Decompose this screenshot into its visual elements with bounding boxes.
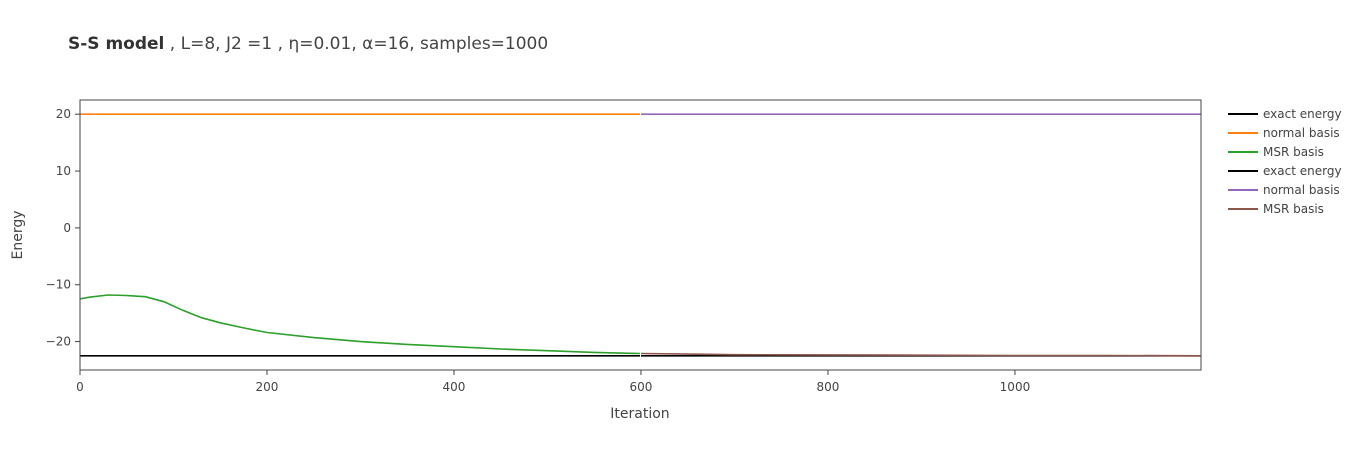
legend-label: normal basis <box>1263 126 1340 140</box>
legend-label: exact energy <box>1263 164 1342 178</box>
y-tick-label: −10 <box>46 278 71 292</box>
x-tick-label: 1000 <box>1000 380 1031 394</box>
y-tick-label: 10 <box>56 164 71 178</box>
y-tick-label: 20 <box>56 107 71 121</box>
x-tick-label: 0 <box>76 380 84 394</box>
y-tick-label: −20 <box>46 335 71 349</box>
series-line-2 <box>79 294 641 355</box>
x-tick-label: 200 <box>256 380 279 394</box>
y-axis-title: Energy <box>10 210 26 259</box>
legend: exact energy normal basis MSR basis exact e… <box>1228 107 1342 216</box>
legend-label: MSR basis <box>1263 145 1324 159</box>
y-tick-label: 0 <box>63 221 71 235</box>
legend-label: normal basis <box>1263 183 1340 197</box>
legend-label: exact energy <box>1263 107 1342 121</box>
chart-title-rest: , L=8, J2 =1 , η=0.01, α=16, samples=100… <box>164 34 549 54</box>
x-axis-title: Iteration <box>610 406 669 422</box>
chart-title-bold: S-S model <box>68 34 165 54</box>
x-tick-label: 800 <box>817 380 840 394</box>
series-line-5 <box>640 352 1202 357</box>
x-tick-label: 400 <box>443 380 466 394</box>
chart-title: S-S model , L=8, J2 =1 , η=0.01, α=16, s… <box>68 34 548 54</box>
legend-label: MSR basis <box>1263 202 1324 216</box>
x-tick-label: 600 <box>630 380 653 394</box>
